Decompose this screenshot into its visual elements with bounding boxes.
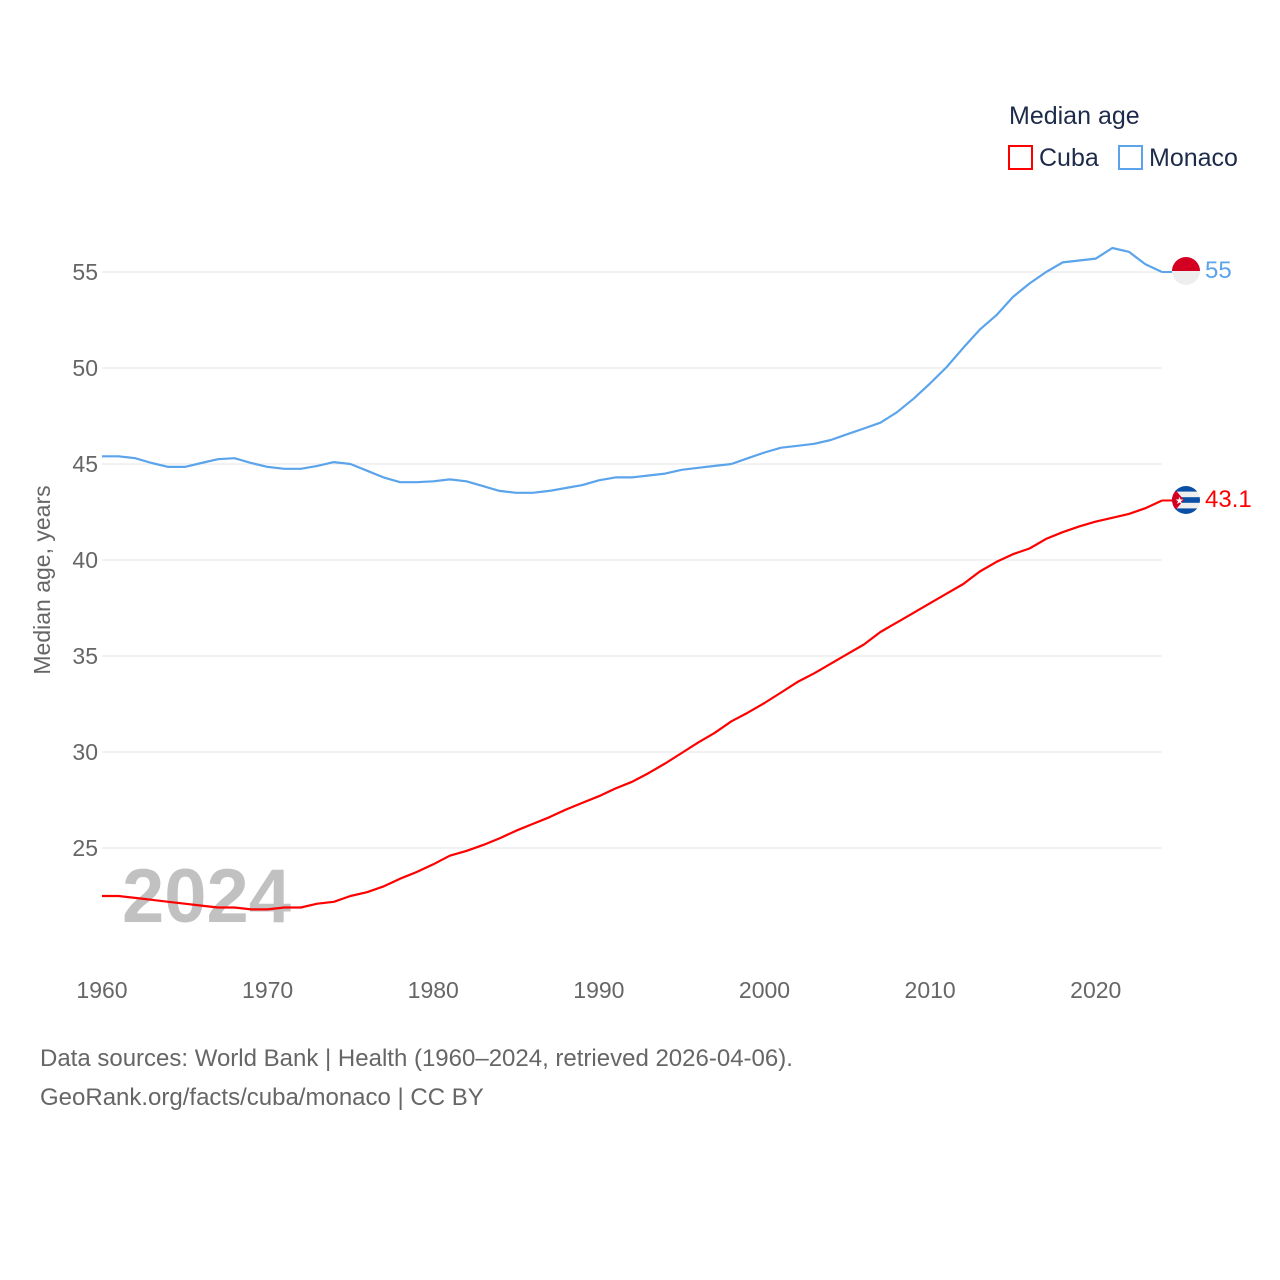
series-lines xyxy=(102,246,1172,911)
monaco-flag-icon xyxy=(1172,257,1200,285)
cuba-flag-icon: ★ xyxy=(1172,486,1200,514)
series-line-monaco xyxy=(102,246,1163,494)
legend-label-monaco[interactable]: Monaco xyxy=(1149,144,1238,172)
y-axis-ticks: 25 30 35 40 45 50 55 xyxy=(72,259,98,861)
footer-sources: Data sources: World Bank | Health (1960–… xyxy=(40,1045,793,1072)
y-axis-label: Median age, years xyxy=(29,485,55,674)
gridlines xyxy=(102,271,1162,849)
legend: Median age Cuba Monaco xyxy=(1008,102,1238,172)
y-tick-label: 45 xyxy=(72,451,98,477)
x-tick-label: 1990 xyxy=(573,977,624,1003)
y-tick-label: 35 xyxy=(72,643,98,669)
y-tick-label: 50 xyxy=(72,355,98,381)
cuba-end-label: 43.1 xyxy=(1205,486,1252,513)
y-tick-label: 55 xyxy=(72,259,98,285)
x-tick-label: 1970 xyxy=(242,977,293,1003)
series-line-cuba xyxy=(102,499,1163,911)
x-tick-label: 1980 xyxy=(408,977,459,1003)
y-tick-label: 40 xyxy=(72,547,98,573)
svg-text:★: ★ xyxy=(1175,496,1184,507)
y-tick-label: 25 xyxy=(72,835,98,861)
x-tick-label: 1960 xyxy=(76,977,127,1003)
x-tick-label: 2010 xyxy=(905,977,956,1003)
legend-title: Median age xyxy=(1009,102,1140,130)
x-axis-ticks: 1960 1970 1980 1990 2000 2010 2020 xyxy=(76,977,1121,1003)
legend-swatch-cuba[interactable] xyxy=(1008,145,1033,170)
year-watermark: 2024 xyxy=(122,854,291,939)
x-tick-label: 2020 xyxy=(1070,977,1121,1003)
x-tick-label: 2000 xyxy=(739,977,790,1003)
legend-label-cuba[interactable]: Cuba xyxy=(1039,144,1099,172)
y-tick-label: 30 xyxy=(72,739,98,765)
footer-attribution[interactable]: GeoRank.org/facts/cuba/monaco | CC BY xyxy=(40,1084,484,1111)
monaco-end-label: 55 xyxy=(1205,257,1232,284)
legend-swatch-monaco[interactable] xyxy=(1118,145,1143,170)
